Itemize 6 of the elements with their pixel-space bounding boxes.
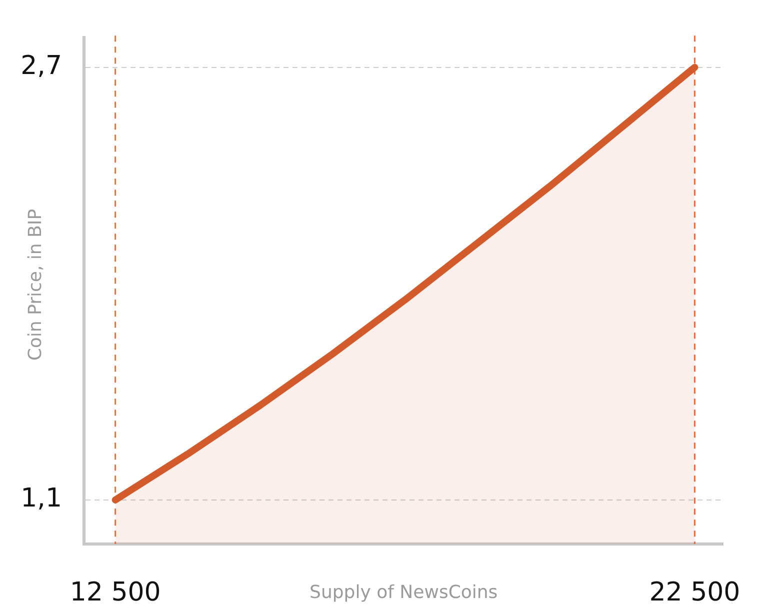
- y-axis-title: Coin Price, in BIP: [25, 208, 46, 361]
- x-tick-label: 12 500: [70, 577, 161, 607]
- y-tick-label: 2,7: [20, 51, 62, 82]
- x-axis-title: Supply of NewsCoins: [310, 582, 498, 603]
- x-tick-label: 22 500: [649, 577, 740, 607]
- y-tick-label: 1,1: [20, 484, 62, 514]
